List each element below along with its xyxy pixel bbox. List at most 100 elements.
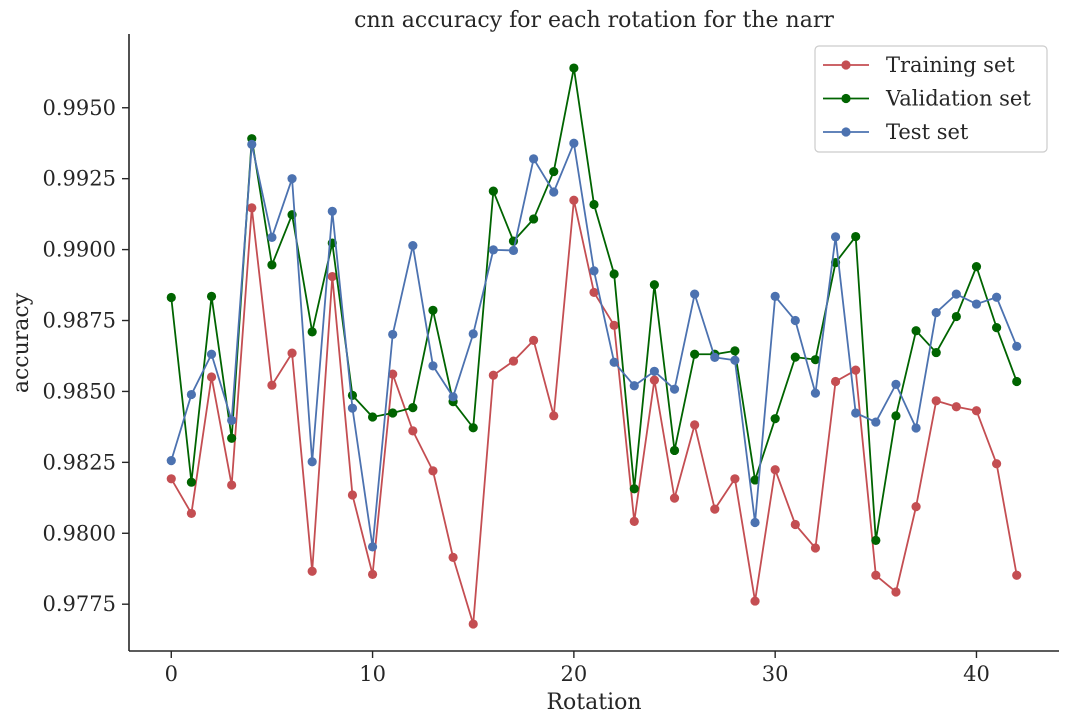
data-point	[790, 519, 800, 530]
data-point	[549, 166, 559, 177]
data-point	[529, 154, 539, 164]
data-point	[830, 232, 841, 242]
data-point	[428, 305, 438, 315]
data-point	[388, 408, 398, 418]
data-point	[609, 320, 619, 330]
data-point	[247, 203, 257, 213]
data-point	[488, 370, 498, 380]
data-point	[871, 417, 881, 427]
data-point	[669, 445, 680, 456]
data-point	[186, 508, 197, 519]
data-point	[971, 299, 982, 309]
y-tick-label: 0.9950	[43, 96, 116, 120]
data-point	[770, 465, 780, 475]
data-point	[951, 289, 961, 299]
data-point	[508, 356, 519, 366]
legend-item: Training set	[823, 53, 1015, 77]
data-point	[367, 569, 378, 580]
data-point	[388, 329, 398, 340]
data-point	[347, 390, 358, 401]
data-point	[287, 174, 297, 184]
data-point	[549, 411, 559, 421]
data-point	[871, 535, 881, 545]
y-tick-label: 0.9775	[43, 592, 116, 616]
data-point	[186, 389, 197, 400]
legend-item: Validation set	[823, 87, 1031, 111]
data-point	[347, 490, 358, 500]
data-point	[166, 292, 176, 303]
y-axis: 0.9775 0.9800 0.9825 0.9850 0.9875 0.9900 0.99…	[43, 34, 130, 651]
data-point	[971, 406, 982, 416]
data-point	[569, 138, 579, 148]
data-point	[227, 433, 237, 443]
data-point	[649, 375, 659, 385]
data-point	[931, 396, 941, 406]
data-point	[810, 388, 821, 398]
legend-label: Validation set	[885, 87, 1031, 111]
data-point	[790, 352, 800, 362]
data-point	[206, 372, 217, 382]
data-point	[186, 477, 197, 487]
data-point	[327, 271, 337, 282]
data-point	[206, 349, 217, 359]
legend-label: Training set	[886, 53, 1015, 77]
legend-marker	[841, 127, 851, 137]
x-tick-label: 0	[165, 662, 178, 686]
y-tick-label: 0.9825	[43, 450, 116, 474]
legend-marker	[841, 60, 851, 70]
x-axis-label: Rotation	[546, 690, 641, 715]
data-point	[1012, 570, 1022, 580]
data-point	[730, 355, 740, 365]
data-point	[428, 361, 438, 371]
data-point	[609, 269, 619, 279]
data-point	[307, 457, 317, 467]
data-point	[287, 348, 297, 358]
data-point	[750, 475, 760, 485]
data-point	[649, 366, 659, 376]
data-point	[388, 369, 398, 379]
data-point	[971, 262, 982, 272]
data-point	[589, 266, 599, 276]
data-point	[1012, 341, 1022, 351]
data-point	[408, 426, 418, 436]
data-point	[488, 245, 498, 255]
data-point	[669, 384, 680, 394]
data-point	[871, 570, 881, 580]
data-point	[891, 587, 901, 597]
y-axis-label: accuracy	[9, 292, 34, 393]
data-point	[730, 346, 740, 356]
data-point	[851, 231, 861, 242]
data-point	[166, 456, 176, 466]
data-point	[991, 459, 1002, 469]
data-point	[267, 232, 277, 242]
data-point	[468, 619, 478, 629]
data-point	[810, 355, 821, 365]
chart-title: cnn accuracy for each rotation for the n…	[354, 8, 834, 33]
data-point	[589, 287, 599, 298]
data-point	[267, 380, 277, 390]
data-point	[227, 415, 237, 425]
data-point	[690, 289, 700, 299]
data-point	[911, 423, 921, 433]
data-point	[347, 403, 358, 413]
data-point	[206, 291, 217, 302]
data-point	[529, 214, 539, 224]
data-point	[891, 411, 901, 421]
data-point	[609, 357, 619, 367]
data-point	[549, 187, 559, 197]
data-point	[710, 352, 720, 362]
data-point	[408, 403, 418, 413]
x-tick-label: 20	[561, 662, 588, 686]
data-point	[629, 381, 639, 391]
data-point	[690, 349, 700, 359]
data-point	[790, 315, 800, 326]
data-point	[770, 414, 780, 424]
x-tick-label: 40	[963, 662, 990, 686]
data-point	[931, 347, 941, 358]
data-point	[468, 329, 478, 339]
legend-marker	[841, 93, 851, 104]
data-point	[991, 292, 1002, 302]
data-point	[468, 423, 478, 433]
data-point	[247, 139, 257, 149]
data-point	[327, 206, 337, 216]
